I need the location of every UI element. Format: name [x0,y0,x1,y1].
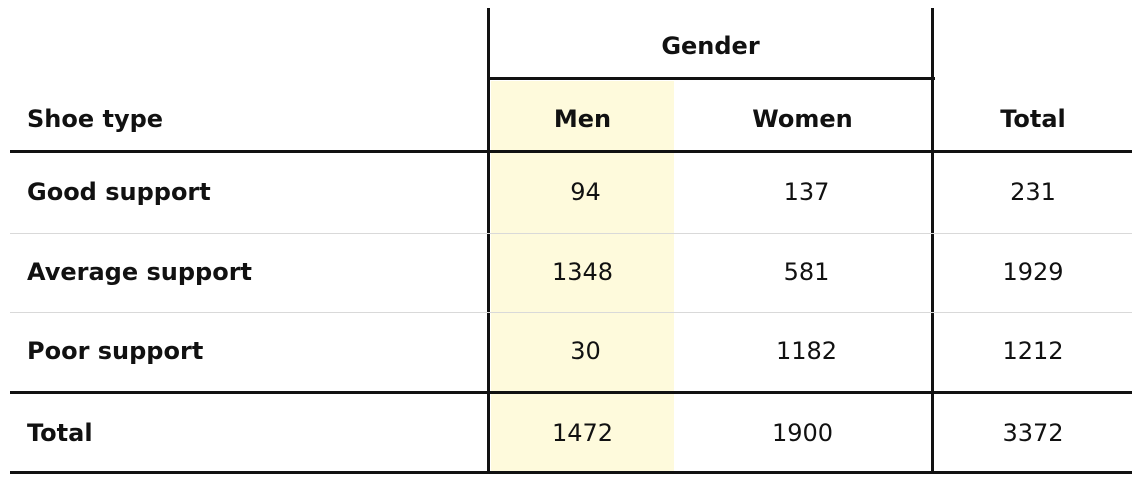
row-divider-2 [10,312,1132,313]
cell-average-women: 581 [783,258,830,286]
gender-group-header: Gender [661,32,760,60]
column-header-men: Men [553,105,612,133]
cell-total-men: 1472 [551,419,614,447]
cell-poor-men: 30 [570,337,601,365]
column-header-total: Total [1000,105,1066,133]
cell-poor-total: 1212 [1002,337,1064,365]
column-header-women: Women [752,105,853,133]
row-label-poor-support: Poor support [27,337,204,365]
gender-group-rule [488,77,935,80]
row-label-average-support: Average support [27,258,253,286]
row-label-good-support: Good support [27,178,211,206]
bottom-rule [10,471,1132,474]
cell-good-total: 231 [1010,178,1056,206]
men-column-highlight [491,81,674,472]
header-rule [10,150,1132,153]
cell-good-men: 94 [570,178,601,206]
row-divider-1 [10,233,1132,234]
cell-good-women: 137 [783,178,830,206]
column-divider-left [487,8,490,474]
row-header-shoe-type: Shoe type [27,105,164,133]
cell-total-grand: 3372 [1002,419,1064,447]
cell-average-total: 1929 [1002,258,1064,286]
cell-poor-women: 1182 [775,337,838,365]
cell-total-women: 1900 [771,419,834,447]
cell-average-men: 1348 [551,258,614,286]
column-divider-right [931,8,934,474]
total-rule [10,391,1132,394]
row-label-total: Total [27,419,93,447]
